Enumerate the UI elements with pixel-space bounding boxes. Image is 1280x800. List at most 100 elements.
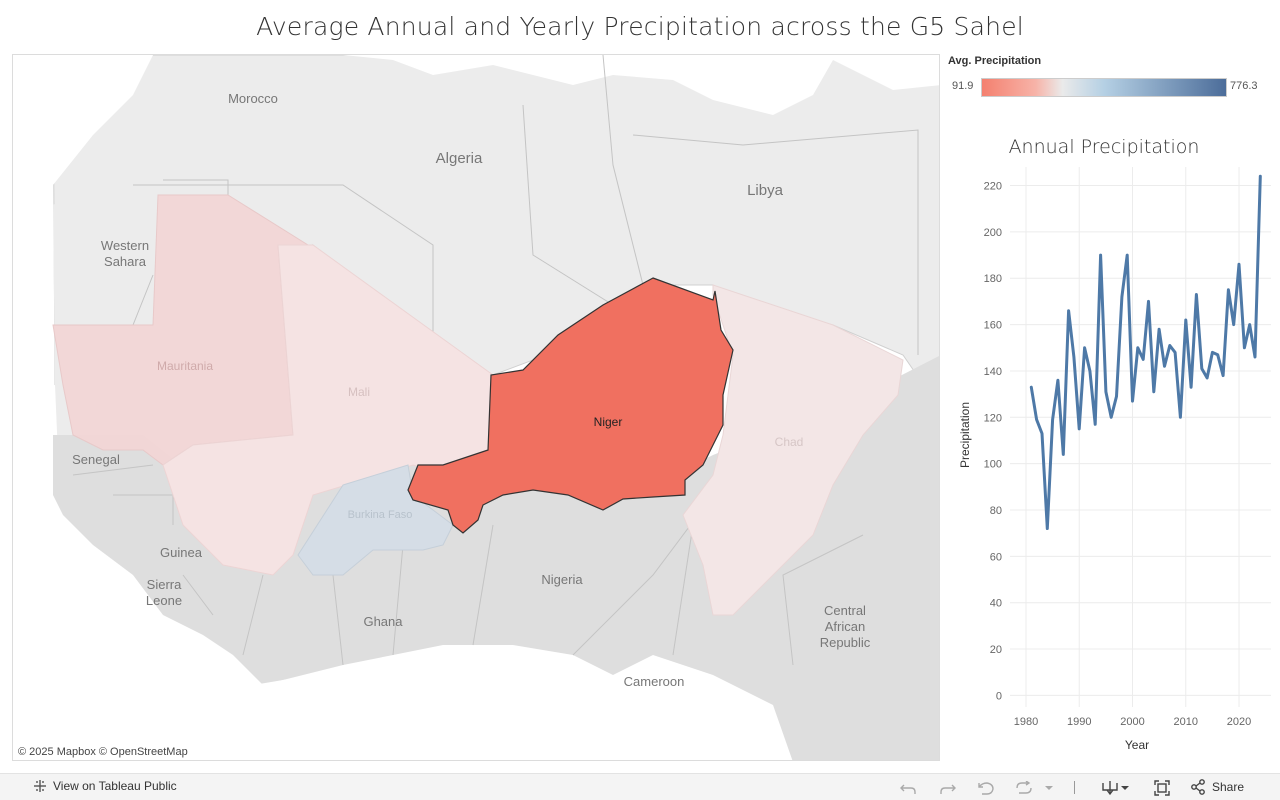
data-point[interactable] (1209, 349, 1215, 355)
label-car-1: Central (824, 603, 866, 618)
data-point[interactable] (1231, 322, 1237, 328)
y-tick-label: 60 (990, 551, 1002, 563)
y-tick-label: 100 (984, 459, 1002, 471)
y-tick-label: 20 (990, 644, 1002, 656)
refresh-icon[interactable] (1014, 779, 1034, 796)
data-point[interactable] (1247, 322, 1253, 328)
legend-max-label: 776.3 (1230, 80, 1258, 92)
data-point[interactable] (1236, 261, 1242, 267)
data-point[interactable] (1108, 414, 1114, 420)
data-point[interactable] (1076, 426, 1082, 432)
share-button[interactable]: Share (1190, 779, 1244, 795)
data-point[interactable] (1140, 356, 1146, 362)
data-point[interactable] (1151, 389, 1157, 395)
x-tick-label: 1980 (1014, 716, 1038, 728)
label-burkina-faso: Burkina Faso (348, 509, 413, 521)
data-point[interactable] (1241, 345, 1247, 351)
data-point[interactable] (1066, 308, 1072, 314)
chart-grid (1010, 167, 1271, 707)
x-tick-label: 2020 (1227, 716, 1251, 728)
label-algeria: Algeria (436, 150, 483, 167)
y-tick-label: 160 (984, 320, 1002, 332)
x-axis-label: Year (1125, 738, 1149, 752)
revert-icon[interactable] (976, 779, 996, 796)
data-point[interactable] (1119, 294, 1125, 300)
data-point[interactable] (1071, 354, 1077, 360)
data-point[interactable] (1172, 349, 1178, 355)
label-car-3: Republic (820, 635, 871, 650)
data-point[interactable] (1199, 366, 1205, 372)
data-point[interactable] (1225, 287, 1231, 293)
chart-series[interactable] (1028, 173, 1263, 531)
region-niger[interactable] (407, 277, 734, 534)
y-axis-label: Precipitation (958, 402, 972, 468)
tableau-icon (34, 780, 46, 792)
share-icon (1191, 779, 1205, 795)
data-point[interactable] (1204, 375, 1210, 381)
bottom-toolbar: View on Tableau Public Share (0, 773, 1280, 800)
undo-icon[interactable] (898, 779, 918, 796)
ocean-south (13, 515, 731, 760)
data-point[interactable] (1161, 363, 1167, 369)
data-point[interactable] (1098, 252, 1104, 258)
data-point[interactable] (1183, 317, 1189, 323)
data-point[interactable] (1034, 417, 1040, 423)
series-line[interactable] (1029, 174, 1262, 530)
data-point[interactable] (1028, 384, 1034, 390)
view-on-tableau-button[interactable]: View on Tableau Public (33, 779, 177, 793)
data-point[interactable] (1145, 298, 1151, 304)
data-point[interactable] (1103, 389, 1109, 395)
data-point[interactable] (1114, 393, 1120, 399)
data-point[interactable] (1156, 326, 1162, 332)
y-tick-label: 200 (984, 227, 1002, 239)
data-point[interactable] (1050, 417, 1056, 423)
y-axis-ticks: 0 20 40 60 80 100 120 140 160 180 200 220 (984, 181, 1002, 703)
data-point[interactable] (1039, 431, 1045, 437)
data-point[interactable] (1060, 451, 1066, 457)
y-tick-label: 40 (990, 598, 1002, 610)
data-point[interactable] (1257, 173, 1263, 179)
label-mali: Mali (348, 385, 370, 399)
data-point[interactable] (1044, 526, 1050, 532)
chart-title: Annual Precipitation (1009, 136, 1200, 158)
label-cameroon: Cameroon (624, 674, 685, 689)
label-nigeria: Nigeria (541, 572, 583, 587)
label-western-sahara-1: Western (101, 238, 149, 253)
data-point[interactable] (1092, 421, 1098, 427)
download-icon[interactable] (1100, 779, 1132, 796)
region-chad[interactable] (682, 284, 904, 616)
y-tick-label: 140 (984, 366, 1002, 378)
data-point[interactable] (1177, 414, 1183, 420)
label-sierra-leone-2: Leone (146, 593, 182, 608)
data-point[interactable] (1193, 291, 1199, 297)
data-point[interactable] (1215, 352, 1221, 358)
data-point[interactable] (1220, 373, 1226, 379)
data-point[interactable] (1130, 398, 1136, 404)
data-point[interactable] (1087, 368, 1093, 374)
data-point[interactable] (1167, 342, 1173, 348)
mediterranean (343, 55, 939, 115)
y-tick-label: 120 (984, 412, 1002, 424)
label-sierra-leone-1: Sierra (147, 577, 182, 592)
label-western-sahara-2: Sahara (104, 254, 147, 269)
map-attribution[interactable]: © 2025 Mapbox © OpenStreetMap (16, 746, 190, 758)
legend-min-label: 91.9 (952, 80, 974, 92)
data-point[interactable] (1188, 384, 1194, 390)
fullscreen-icon[interactable] (1152, 779, 1172, 796)
data-point[interactable] (1055, 377, 1061, 383)
x-tick-label: 1990 (1067, 716, 1091, 728)
y-tick-label: 0 (996, 690, 1002, 702)
data-point[interactable] (1082, 345, 1088, 351)
data-point[interactable] (1252, 354, 1258, 360)
data-point[interactable] (1124, 252, 1130, 258)
map-view[interactable]: Morocco Algeria Libya Western Sahara Mau… (12, 54, 940, 761)
label-mauritania: Mauritania (157, 359, 213, 373)
annual-precipitation-chart[interactable]: Annual Precipitation 0 20 40 60 80 100 120 140 1… (948, 125, 1278, 765)
data-point[interactable] (1135, 345, 1141, 351)
legend-gradient-bar (981, 78, 1227, 97)
redo-icon[interactable] (938, 779, 958, 796)
toolbar-separator (1074, 781, 1075, 794)
refresh-dropdown-icon[interactable] (1042, 779, 1056, 796)
map-canvas[interactable]: Morocco Algeria Libya Western Sahara Mau… (13, 55, 940, 761)
atlantic-north (13, 55, 153, 205)
